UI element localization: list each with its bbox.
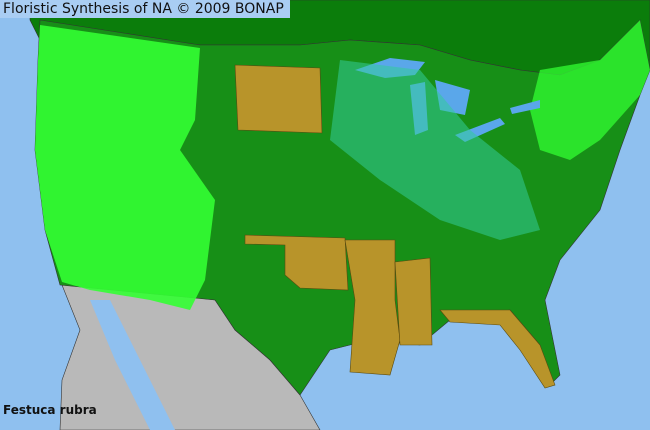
adventive-region-midwest [330, 60, 540, 240]
lake-ontario [510, 100, 540, 114]
state-mississippi [394, 257, 433, 346]
map-title: Floristic Synthesis of NA © 2009 BONAP [0, 0, 290, 18]
species-label: Festuca rubra [3, 403, 97, 417]
state-arkansas-louisiana [344, 239, 401, 376]
native-region-northeast [530, 20, 650, 160]
state-oklahoma [244, 234, 349, 291]
native-region-west [35, 25, 215, 310]
state-south-dakota [234, 64, 323, 134]
state-florida [439, 309, 556, 389]
gulf-of-california [90, 300, 175, 430]
